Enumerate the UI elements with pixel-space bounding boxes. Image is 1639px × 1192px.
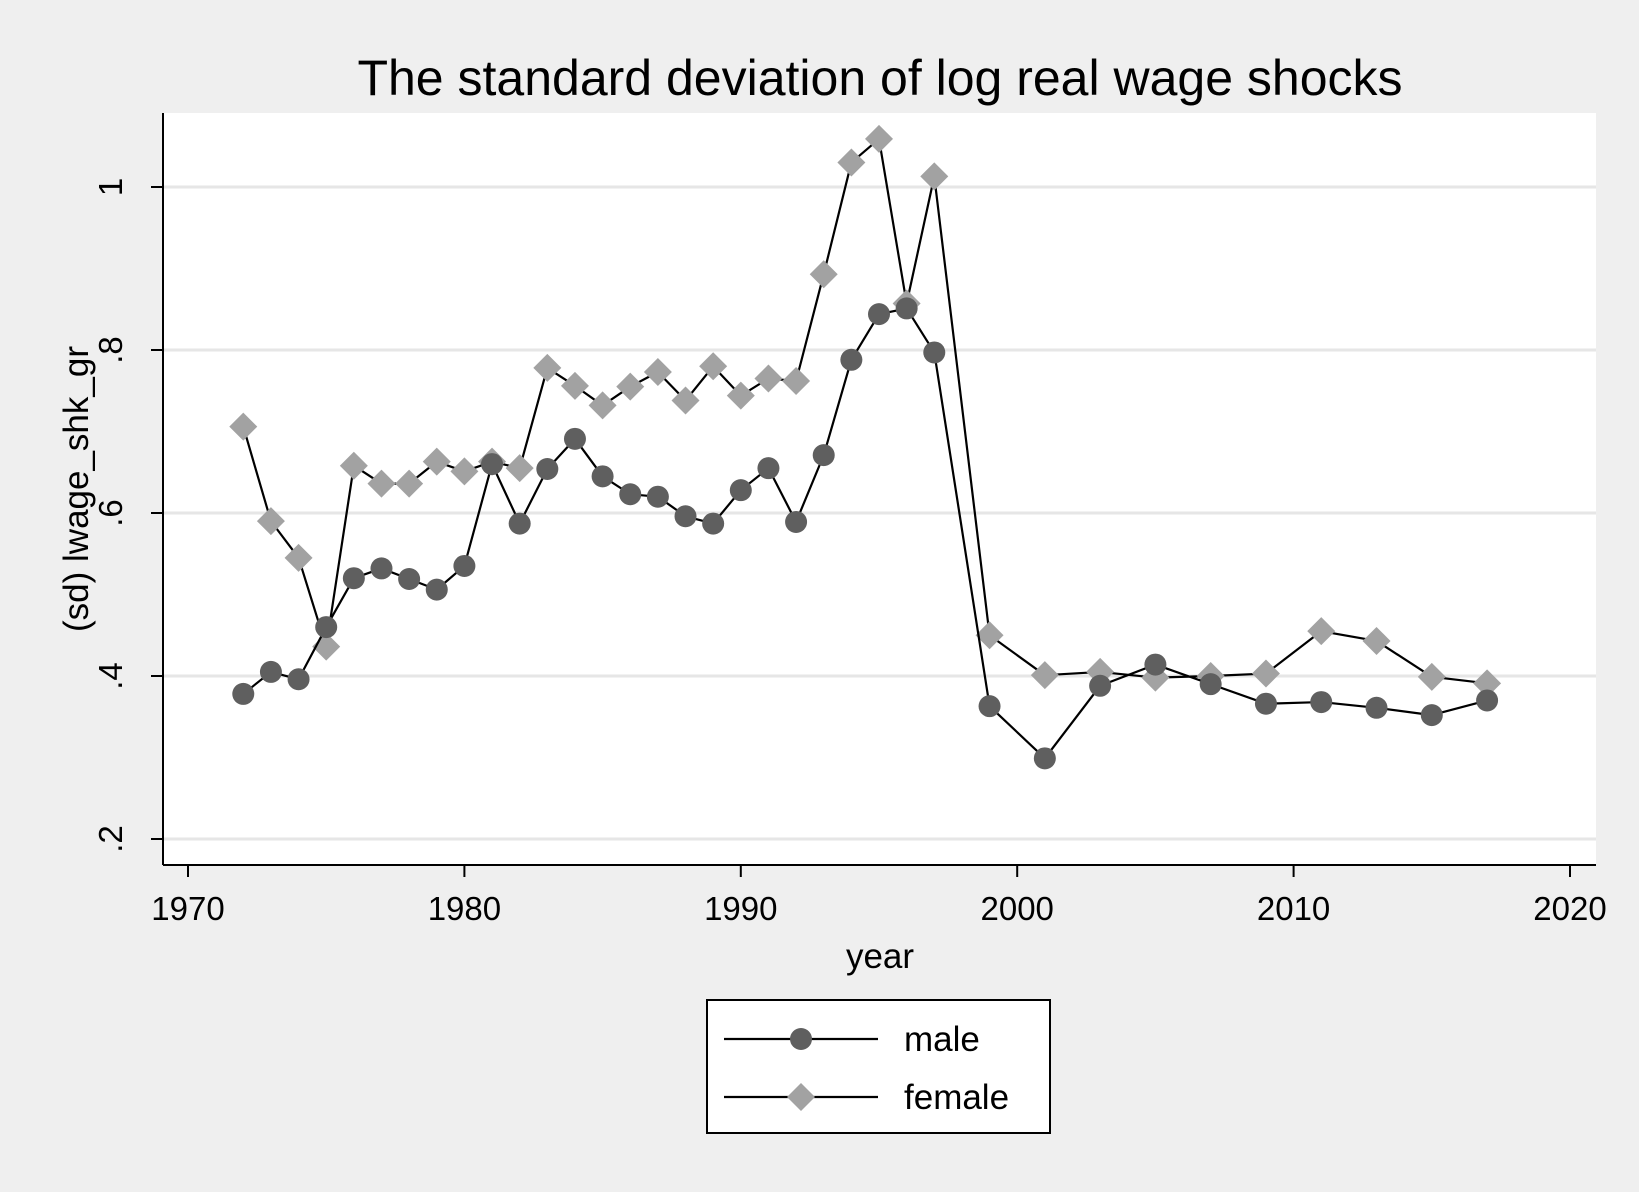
data-point-female: [533, 353, 562, 382]
data-point-male: [895, 297, 918, 320]
data-point-male: [591, 465, 614, 488]
data-point-female: [699, 352, 728, 381]
data-point-male: [481, 453, 504, 476]
data-point-male: [1420, 704, 1443, 727]
data-point-male: [453, 554, 476, 577]
y-axis-label: (sd) lwage_shk_gr: [57, 346, 96, 632]
data-point-female: [1030, 661, 1059, 690]
legend-box: [706, 999, 1051, 1134]
data-point-male: [868, 303, 890, 326]
x-tick-label: 2010: [1257, 890, 1330, 927]
data-point-male: [785, 510, 808, 533]
x-tick-label: 2020: [1533, 890, 1606, 927]
data-point-male: [342, 567, 365, 590]
data-point-female: [450, 457, 479, 486]
x-axis-label: year: [846, 937, 914, 976]
data-point-female: [505, 454, 534, 483]
x-tick-label: 1980: [428, 890, 501, 927]
data-point-female: [284, 543, 313, 572]
x-axis-ticks: 1970 1980 1990 2000 2010 2020: [151, 865, 1607, 927]
data-point-female: [1362, 626, 1391, 655]
legend-label-male: male: [904, 1020, 980, 1059]
data-point-male: [1144, 653, 1167, 676]
data-point-male: [315, 616, 338, 639]
data-point-male: [287, 668, 310, 691]
data-point-female: [1251, 659, 1280, 688]
legend-items: male female: [724, 1020, 1009, 1117]
series-male: [232, 297, 1499, 770]
y-tick-label: .4: [92, 662, 129, 690]
data-point-male: [702, 512, 725, 535]
data-point-female: [782, 366, 811, 395]
data-point-female: [367, 469, 396, 498]
data-point-male: [812, 444, 835, 467]
y-tick-label: .6: [92, 499, 129, 527]
data-point-female: [256, 507, 285, 536]
data-point-male: [619, 483, 642, 506]
y-tick-label: .2: [92, 825, 129, 853]
data-point-female: [588, 391, 617, 420]
data-point-female: [1473, 669, 1502, 698]
data-point-male: [674, 505, 697, 528]
data-point-female: [726, 381, 755, 410]
series-layer: [229, 124, 1502, 770]
data-point-female: [229, 412, 258, 441]
x-tick-label: 1990: [704, 890, 777, 927]
data-point-female: [865, 124, 893, 153]
data-point-male: [508, 512, 531, 535]
data-point-male: [1033, 747, 1056, 770]
data-point-male: [978, 695, 1001, 718]
data-point-female: [422, 447, 451, 476]
data-point-female: [339, 451, 368, 480]
data-point-female: [754, 364, 783, 393]
data-point-female: [920, 162, 949, 191]
data-point-female: [643, 358, 672, 387]
data-point-male: [923, 341, 946, 364]
data-point-male: [425, 578, 448, 601]
data-point-male: [1365, 696, 1388, 719]
data-point-female: [975, 621, 1004, 650]
x-tick-label: 2000: [980, 890, 1053, 927]
data-point-male: [1199, 673, 1222, 696]
data-point-female: [671, 386, 700, 415]
data-point-female: [1417, 662, 1446, 691]
legend: male female: [706, 999, 1051, 1134]
data-point-male: [536, 457, 559, 480]
chart-title: The standard deviation of log real wage …: [357, 50, 1402, 106]
legend-label-female: female: [904, 1078, 1009, 1117]
data-point-male: [1310, 691, 1333, 714]
data-point-male: [259, 660, 282, 683]
y-axis-ticks: .2 .4 .6 .8 1: [92, 178, 163, 853]
gridlines: [163, 185, 1596, 841]
data-point-male: [1089, 674, 1112, 697]
data-point-male: [398, 568, 421, 591]
data-point-male: [729, 479, 752, 502]
data-point-male: [757, 457, 780, 480]
y-tick-label: .8: [92, 336, 129, 364]
data-point-female: [809, 260, 838, 289]
legend-marker-female: [787, 1083, 815, 1111]
data-point-male: [370, 557, 393, 580]
data-point-male: [563, 427, 586, 450]
data-point-male: [646, 485, 669, 508]
data-point-male: [1476, 689, 1499, 712]
data-point-female: [616, 372, 645, 401]
data-point-female: [837, 148, 866, 177]
data-point-female: [1307, 617, 1336, 646]
data-point-female: [395, 469, 424, 498]
data-point-male: [840, 348, 863, 371]
data-point-female: [560, 371, 589, 400]
data-point-male: [1254, 692, 1277, 715]
x-tick-label: 1970: [151, 890, 224, 927]
y-tick-label: 1: [92, 178, 129, 196]
series-female: [229, 124, 1502, 698]
data-point-male: [232, 682, 255, 705]
legend-marker-male: [790, 1028, 812, 1050]
